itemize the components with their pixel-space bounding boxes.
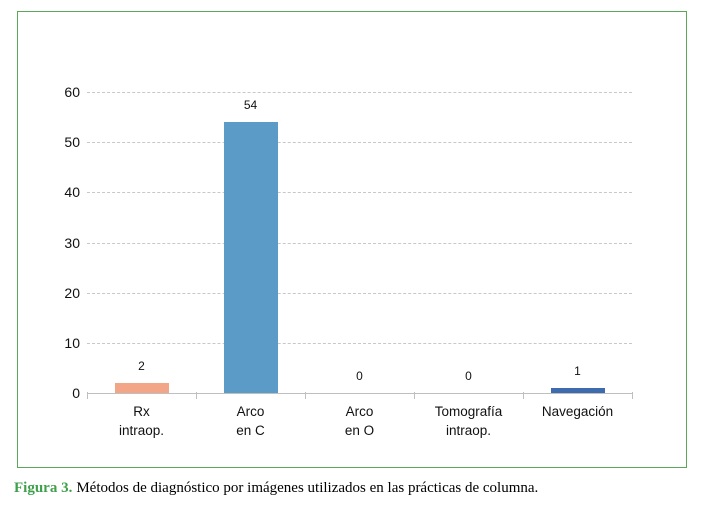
x-axis-line <box>87 393 632 394</box>
gridline-y-20 <box>87 292 632 294</box>
value-label: 1 <box>574 364 581 378</box>
category-label: Arco en C <box>236 404 265 438</box>
value-label: 54 <box>243 98 258 112</box>
x-axis-tick <box>87 392 88 399</box>
x-axis-tick <box>632 392 633 399</box>
gridline-y-40 <box>87 192 632 194</box>
x-axis-tick <box>414 392 415 399</box>
y-tick-label-40: 40 <box>64 184 80 201</box>
gridline-y-10 <box>87 342 632 344</box>
y-tick-label-60: 60 <box>64 84 80 100</box>
value-label: 0 <box>356 369 363 383</box>
chart-frame: 2 Rx intraop. 54 Arco en C 0 Arco en O 0 Tomogr… <box>17 11 687 468</box>
category-label: Arco en O <box>344 404 375 438</box>
y-tick-label-50: 50 <box>64 134 80 151</box>
bar-rx-intraop- <box>114 383 169 393</box>
y-tick-label-30: 30 <box>64 234 80 251</box>
category-label: Rx intraop. <box>118 404 165 438</box>
y-tick-label-10: 10 <box>64 334 80 351</box>
bar-arco-en-c <box>223 122 278 393</box>
gridline-y-60 <box>87 92 632 93</box>
gridline-y-50 <box>87 142 632 144</box>
gridline-y-30 <box>87 242 632 244</box>
y-tick-label-20: 20 <box>64 284 80 301</box>
value-label: 2 <box>138 359 145 373</box>
x-axis-tick <box>523 392 524 399</box>
bar-navegación <box>550 388 605 393</box>
figure-caption-label: Figura 3. <box>14 480 73 496</box>
x-axis-tick <box>305 392 306 399</box>
figure-caption-text: Métodos de diagnóstico por imágenes util… <box>76 480 539 496</box>
bar-chart-plot-area: 2 Rx intraop. 54 Arco en C 0 Arco en O 0 Tomogr… <box>87 92 633 438</box>
figure-caption: Figura 3. Métodos de diagnóstico por imág… <box>14 478 538 498</box>
y-tick-label-0: 0 <box>72 385 80 401</box>
x-axis-tick <box>196 392 197 399</box>
value-label: 0 <box>465 369 472 383</box>
category-label: Tomografía intraop. <box>434 404 503 438</box>
category-label: Navegación <box>541 404 614 419</box>
